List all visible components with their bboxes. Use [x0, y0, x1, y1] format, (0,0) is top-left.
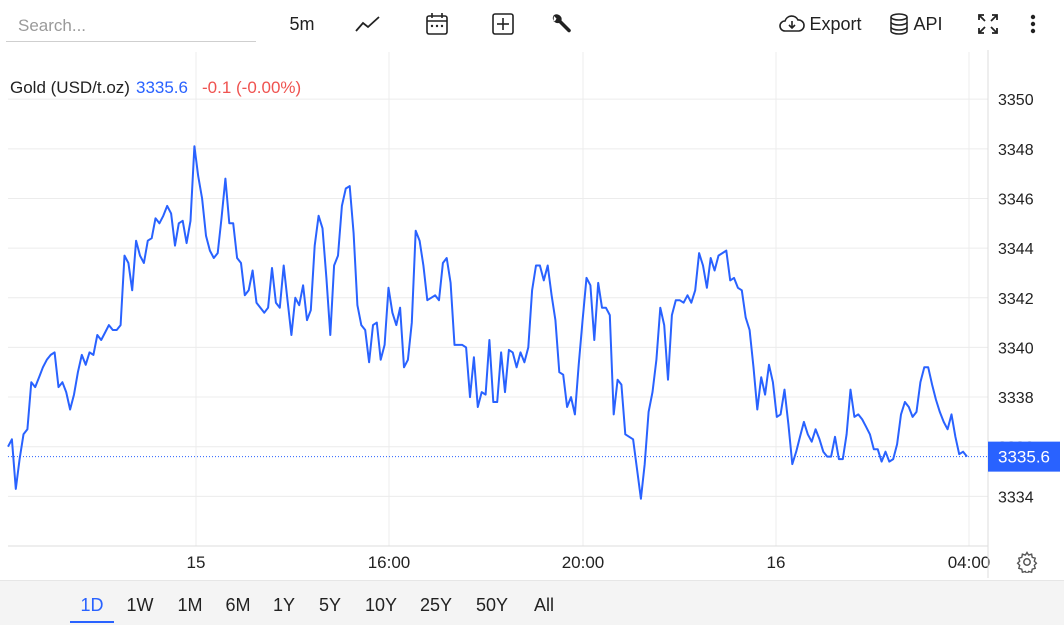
wrench-icon[interactable]: [546, 8, 576, 40]
range-button-all[interactable]: All: [533, 595, 554, 615]
x-tick-label: 15: [187, 553, 206, 572]
last-price-label: 3335.6: [998, 448, 1050, 467]
x-tick-label: 16:00: [368, 553, 411, 572]
range-button-1m[interactable]: 1M: [177, 595, 203, 615]
export-label: Export: [809, 13, 862, 34]
legend-symbol-name: Gold (USD/t.oz): [10, 78, 130, 97]
y-tick-label: 3348: [998, 142, 1034, 159]
y-tick-label: 3350: [998, 92, 1034, 109]
api-button[interactable]: API: [886, 8, 946, 40]
y-tick-label: 3334: [998, 489, 1034, 506]
chart-legend: Gold (USD/t.oz) 3335.6 -0.1 (-0.00%): [10, 78, 307, 98]
y-tick-label: 3344: [998, 241, 1034, 258]
plus-square-icon[interactable]: [488, 8, 518, 40]
top-toolbar: 5m Export API: [0, 0, 1064, 50]
legend-price: 3335.6: [135, 78, 188, 97]
interval-selector[interactable]: 5m: [289, 13, 315, 34]
range-button-10y[interactable]: 10Y: [364, 595, 398, 615]
export-button[interactable]: Export: [774, 8, 866, 40]
cloud-download-icon: [779, 15, 806, 32]
search-input[interactable]: [6, 10, 256, 42]
y-tick-label: 3342: [998, 291, 1034, 308]
chart-settings-gear-icon[interactable]: [1016, 551, 1038, 578]
y-tick-label: 3340: [998, 340, 1034, 357]
api-label: API: [913, 13, 943, 34]
y-tick-label: 3338: [998, 390, 1034, 407]
range-button-1w[interactable]: 1W: [126, 595, 154, 615]
range-button-1d[interactable]: 1D: [70, 591, 114, 623]
legend-change: -0.1 (-0.00%): [201, 78, 302, 97]
x-tick-label: 16: [767, 553, 786, 572]
last-price-badge: [988, 441, 1060, 472]
price-chart[interactable]: 3334333633383340334233443346334833501516…: [0, 0, 1064, 580]
database-icon: [890, 13, 909, 35]
x-tick-label: 20:00: [562, 553, 605, 572]
range-button-6m[interactable]: 6M: [225, 595, 251, 615]
range-button-25y[interactable]: 25Y: [419, 595, 453, 615]
more-vertical-icon[interactable]: [1022, 8, 1044, 40]
line-chart-icon[interactable]: [352, 8, 384, 40]
calendar-icon[interactable]: [422, 8, 452, 40]
range-button-1y[interactable]: 1Y: [272, 595, 296, 615]
range-button-50y[interactable]: 50Y: [475, 595, 509, 615]
x-tick-label: 04:00: [948, 553, 991, 572]
range-selector-bar: 1D 1W 1M 6M 1Y 5Y 10Y 25Y 50Y All: [0, 580, 1064, 625]
price-series-line: [7, 145, 968, 500]
range-button-5y[interactable]: 5Y: [318, 595, 342, 615]
y-tick-label: 3346: [998, 191, 1034, 208]
fullscreen-icon[interactable]: [973, 8, 1003, 40]
